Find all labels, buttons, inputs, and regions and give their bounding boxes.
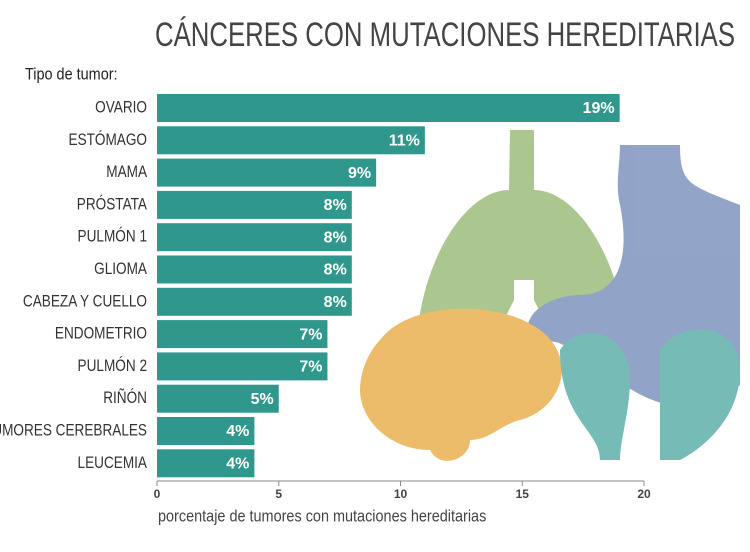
bar xyxy=(157,158,377,187)
kidneys xyxy=(560,329,740,460)
y-tick-label: ENDOMETRIO xyxy=(55,324,147,343)
category-label-group: OVARIO xyxy=(95,98,147,117)
bar xyxy=(157,255,352,284)
value-label: 8% xyxy=(324,294,347,311)
y-tick-label: GLIOMA xyxy=(94,260,147,279)
bar xyxy=(157,223,352,252)
bar xyxy=(157,126,425,155)
y-tick-label: ESTÓMAGO xyxy=(69,130,148,149)
value-label: 9% xyxy=(348,165,371,182)
category-label-group: RIÑÓN xyxy=(103,389,147,408)
y-tick-label: RIÑÓN xyxy=(103,389,147,408)
value-label: 8% xyxy=(324,229,347,246)
y-tick-label: PULMÓN 2 xyxy=(78,357,147,376)
y-tick-label: MAMA xyxy=(106,163,147,182)
value-label: 4% xyxy=(226,456,249,473)
x-tick-label: 10 xyxy=(394,487,408,501)
category-label-group: CABEZA Y CUELLO xyxy=(23,292,147,311)
value-label: 19% xyxy=(583,100,615,117)
value-label: 8% xyxy=(324,197,347,214)
category-label-group: PULMÓN 2 xyxy=(78,357,147,376)
brain xyxy=(360,308,562,461)
x-tick-label: 0 xyxy=(154,487,161,501)
value-label: 4% xyxy=(226,423,249,440)
category-label-group: ESTÓMAGO xyxy=(69,130,148,149)
category-label-group: LEUCEMIA xyxy=(78,453,148,472)
bar xyxy=(157,384,279,413)
x-axis-label: porcentaje de tumores con mutaciones her… xyxy=(158,507,486,525)
value-label: 5% xyxy=(251,391,274,408)
y-tick-label: PULMÓN 1 xyxy=(78,227,147,246)
bar xyxy=(157,287,352,316)
value-label: 8% xyxy=(324,262,347,279)
x-tick-label: 5 xyxy=(275,487,282,501)
category-label-group: ENDOMETRIO xyxy=(55,324,147,343)
y-tick-label: PRÓSTATA xyxy=(77,195,148,214)
bar xyxy=(157,94,620,122)
bar xyxy=(157,417,255,445)
category-label-group: TUMORES CEREBRALES xyxy=(0,421,147,440)
category-label-group: GLIOMA xyxy=(94,260,147,279)
value-label: 7% xyxy=(299,326,322,343)
y-tick-label: OVARIO xyxy=(95,98,147,117)
x-tick-label: 20 xyxy=(637,487,651,501)
y-tick-label: CABEZA Y CUELLO xyxy=(23,292,147,311)
category-label-group: MAMA xyxy=(106,163,147,182)
bar xyxy=(157,320,328,349)
bar xyxy=(157,352,328,381)
category-label-group: PULMÓN 1 xyxy=(78,227,147,246)
organ-illustrations xyxy=(360,130,740,461)
value-label: 7% xyxy=(299,359,322,376)
x-tick-label: 15 xyxy=(516,487,530,501)
chart-title: CÁNCERES CON MUTACIONES HEREDITARIAS xyxy=(155,16,735,54)
y-tick-label: LEUCEMIA xyxy=(78,453,148,472)
category-label-group: PRÓSTATA xyxy=(77,195,148,214)
bar xyxy=(157,449,255,478)
y-tick-label: TUMORES CEREBRALES xyxy=(0,421,147,440)
value-label: 11% xyxy=(389,133,420,150)
bar xyxy=(157,190,352,219)
y-axis-label: Tipo de tumor: xyxy=(25,65,118,83)
